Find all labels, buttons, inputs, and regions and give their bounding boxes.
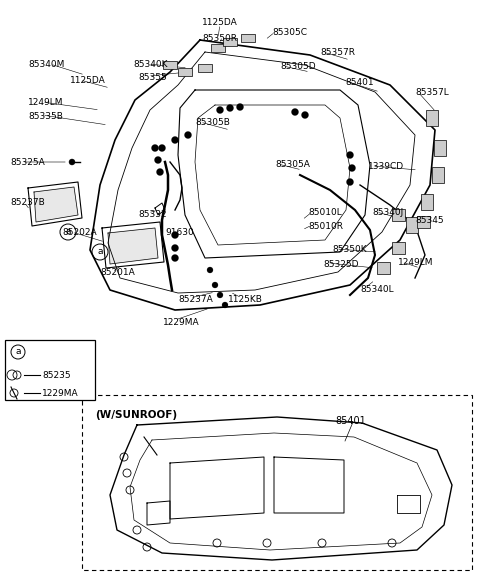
Text: a: a <box>97 247 103 257</box>
Polygon shape <box>198 64 212 72</box>
Polygon shape <box>211 44 225 52</box>
Text: 85010L: 85010L <box>308 208 342 217</box>
Text: 85345: 85345 <box>415 216 444 225</box>
Text: 85305B: 85305B <box>195 118 230 127</box>
Text: 85325D: 85325D <box>323 260 359 269</box>
Circle shape <box>171 137 179 144</box>
Text: 85350R: 85350R <box>203 34 238 43</box>
Text: 85305C: 85305C <box>272 28 307 37</box>
Circle shape <box>347 152 353 158</box>
Circle shape <box>184 131 192 138</box>
Polygon shape <box>392 242 405 254</box>
Polygon shape <box>163 61 177 69</box>
Text: 85332: 85332 <box>138 210 167 219</box>
Text: 1125KB: 1125KB <box>228 295 263 304</box>
Text: 85350K: 85350K <box>332 245 367 254</box>
Circle shape <box>301 111 309 118</box>
Text: 91630: 91630 <box>165 228 194 237</box>
Text: 85340J: 85340J <box>372 208 403 217</box>
Text: 85235: 85235 <box>42 370 71 380</box>
Text: 1125DA: 1125DA <box>70 76 106 85</box>
Circle shape <box>69 159 75 165</box>
Polygon shape <box>417 216 430 228</box>
Circle shape <box>216 107 224 114</box>
Text: 85305D: 85305D <box>280 62 316 71</box>
Bar <box>82 395 472 570</box>
Polygon shape <box>34 187 78 222</box>
Text: 85401: 85401 <box>345 78 373 87</box>
Polygon shape <box>434 140 446 156</box>
Text: 85340M: 85340M <box>28 60 64 69</box>
Text: 85237A: 85237A <box>178 295 213 304</box>
Text: 1249LM: 1249LM <box>398 258 433 267</box>
Text: 1229MA: 1229MA <box>42 389 79 397</box>
Polygon shape <box>223 38 237 46</box>
Text: 1249LM: 1249LM <box>28 98 63 107</box>
Circle shape <box>227 104 233 111</box>
Circle shape <box>158 145 166 152</box>
Polygon shape <box>432 167 444 183</box>
Text: 85237B: 85237B <box>10 198 45 207</box>
Text: 85357L: 85357L <box>415 88 449 97</box>
Text: 85305A: 85305A <box>275 160 310 169</box>
Text: 85325A: 85325A <box>10 158 45 167</box>
Circle shape <box>222 302 228 308</box>
Text: 85010R: 85010R <box>308 222 343 231</box>
Text: 85340K: 85340K <box>133 60 168 69</box>
Text: 85202A: 85202A <box>62 228 96 237</box>
Circle shape <box>171 254 179 261</box>
Circle shape <box>207 267 213 273</box>
Circle shape <box>155 156 161 163</box>
Text: a: a <box>15 347 21 356</box>
Polygon shape <box>392 209 405 221</box>
Circle shape <box>171 231 179 239</box>
Text: a: a <box>65 227 71 237</box>
Text: 85201A: 85201A <box>100 268 135 277</box>
Circle shape <box>171 244 179 251</box>
Circle shape <box>152 145 158 152</box>
Circle shape <box>212 282 218 288</box>
Circle shape <box>347 179 353 186</box>
Text: (W/SUNROOF): (W/SUNROOF) <box>95 410 177 420</box>
Bar <box>5 340 95 400</box>
Circle shape <box>348 165 356 172</box>
Text: 85401: 85401 <box>335 416 366 426</box>
Circle shape <box>237 104 243 111</box>
Polygon shape <box>421 194 433 210</box>
Circle shape <box>156 169 164 175</box>
Polygon shape <box>406 217 418 233</box>
Polygon shape <box>108 228 158 264</box>
Circle shape <box>217 292 223 298</box>
Polygon shape <box>377 262 390 274</box>
Text: 85335B: 85335B <box>28 112 63 121</box>
Polygon shape <box>241 34 255 42</box>
Circle shape <box>291 108 299 115</box>
Polygon shape <box>178 68 192 76</box>
Text: 1125DA: 1125DA <box>202 18 238 27</box>
Text: 85355: 85355 <box>138 73 167 82</box>
Text: 85357R: 85357R <box>320 48 355 57</box>
Text: 1229MA: 1229MA <box>163 318 200 327</box>
Text: 1339CD: 1339CD <box>368 162 404 171</box>
Polygon shape <box>426 110 438 126</box>
Text: 85340L: 85340L <box>360 285 394 294</box>
